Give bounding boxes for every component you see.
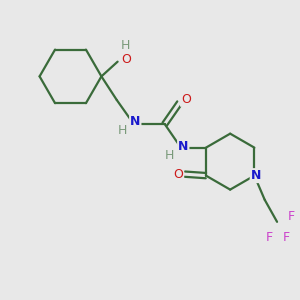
Text: N: N [251, 169, 261, 182]
Text: F: F [265, 231, 272, 244]
Text: F: F [288, 210, 296, 223]
Text: O: O [173, 168, 183, 181]
Text: O: O [121, 53, 131, 66]
Text: O: O [181, 93, 191, 106]
Text: H: H [121, 39, 130, 52]
Text: F: F [283, 231, 290, 244]
Text: H: H [118, 124, 127, 137]
Text: H: H [165, 148, 174, 161]
Text: N: N [130, 115, 140, 128]
Text: N: N [178, 140, 188, 153]
